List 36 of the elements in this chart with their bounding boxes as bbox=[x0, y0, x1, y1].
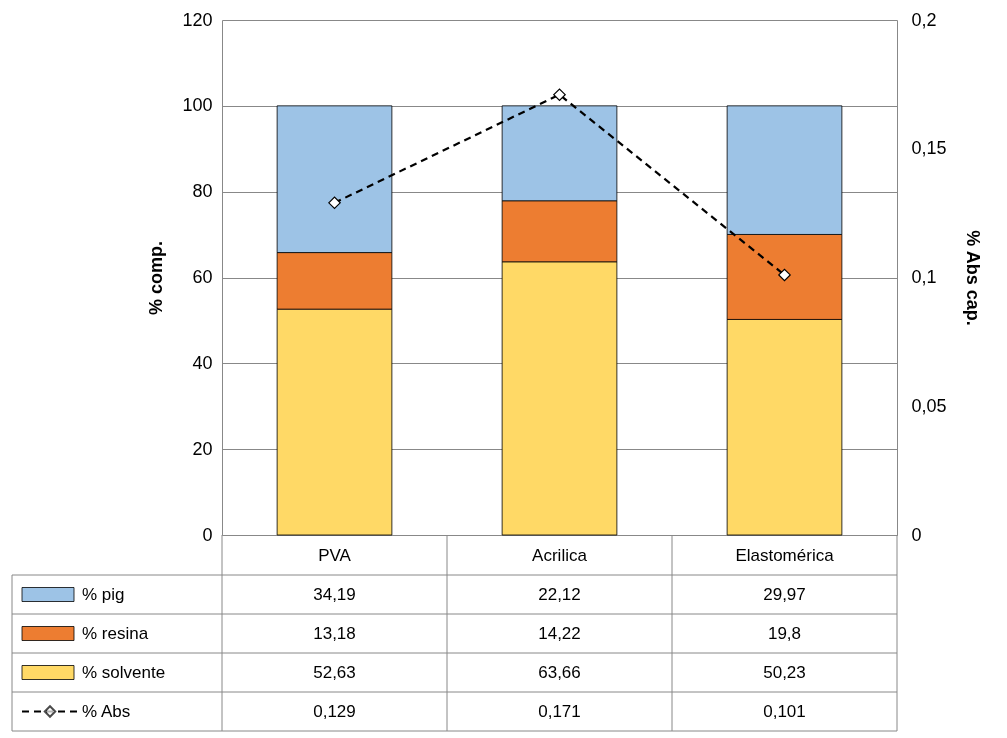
data-label: 19,8 bbox=[767, 623, 802, 643]
y-tick-label: 100 bbox=[182, 95, 213, 116]
data-label: 0,171 bbox=[538, 701, 581, 721]
data-label: 13,18 bbox=[313, 623, 356, 643]
y2-tick-label: 0,05 bbox=[911, 395, 947, 416]
y2-tick-label: 0,15 bbox=[911, 138, 947, 159]
point bbox=[553, 88, 566, 101]
y-tick-label: 60 bbox=[192, 267, 213, 287]
legend-label: % solvente bbox=[82, 662, 166, 682]
y2-tick-label: 0,2 bbox=[911, 9, 937, 30]
point bbox=[778, 268, 791, 282]
x-tick-label: Elastomérica bbox=[735, 545, 835, 565]
data-label: 0,101 bbox=[763, 701, 806, 721]
data-label: 0,129 bbox=[313, 701, 356, 721]
y-tick-label: 120 bbox=[182, 9, 213, 30]
legend-label: % resina bbox=[82, 623, 149, 643]
data-label: 14,22 bbox=[538, 623, 581, 643]
x-tick-label: PVA bbox=[318, 545, 352, 565]
y2-tick-label: 0,1 bbox=[911, 267, 937, 287]
y-tick-label: 20 bbox=[192, 438, 213, 459]
data-label: 22,12 bbox=[538, 584, 581, 604]
y2-tick-label: 0 bbox=[911, 524, 922, 545]
legend-label: % Abs bbox=[82, 701, 131, 721]
data-label: 52,63 bbox=[313, 662, 356, 682]
data-label: 63,66 bbox=[538, 662, 581, 682]
data-label: 29,97 bbox=[763, 584, 806, 604]
data-label: 34,19 bbox=[313, 584, 356, 604]
legend-label: % pig bbox=[82, 584, 125, 604]
data-label: 50,23 bbox=[763, 662, 806, 682]
y-tick-label: 40 bbox=[192, 352, 213, 373]
y-axis-title: % comp. bbox=[146, 240, 167, 316]
y2-axis-title: % Abs cap. bbox=[962, 230, 983, 326]
point bbox=[328, 196, 341, 210]
y-tick-label: 80 bbox=[192, 181, 213, 202]
x-tick-label: Acrilica bbox=[532, 545, 588, 565]
y-tick-label: 0 bbox=[202, 524, 213, 545]
